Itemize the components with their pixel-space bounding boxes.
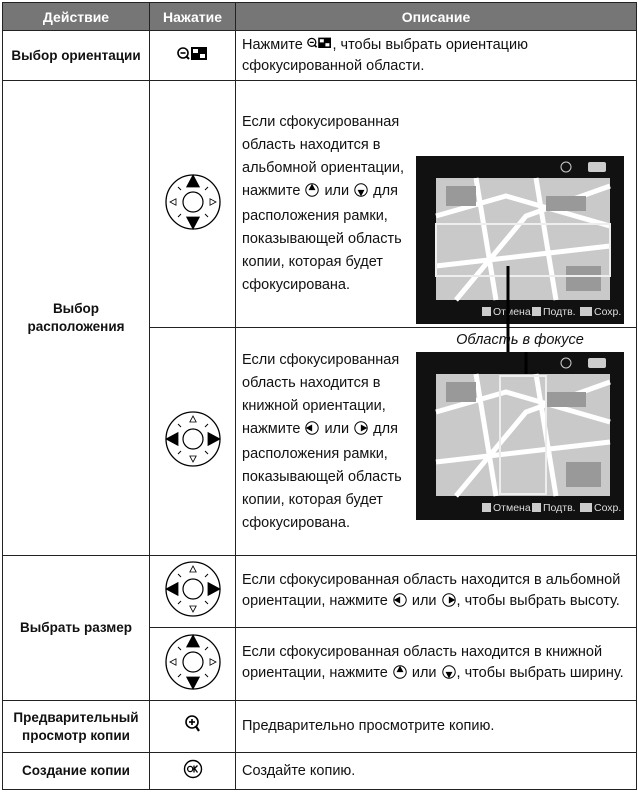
description-text: Если сфокусированная область находится в…: [236, 108, 416, 300]
text: , чтобы выбрать высоту.: [456, 592, 620, 609]
header-row: Действие Нажатие Описание: [2, 2, 637, 31]
description: Если сфокусированная область находится в…: [235, 627, 637, 701]
icon: [164, 561, 222, 622]
key: [149, 30, 236, 81]
text: для расположения рамки, показывающей обл…: [242, 183, 402, 293]
row: Выбрать размер Если сфокусированная обла…: [2, 555, 637, 701]
screen-button: Отмена: [493, 502, 531, 514]
key: [149, 700, 236, 753]
direction-icon: [393, 665, 407, 686]
text: Нажмите: [242, 36, 307, 53]
description: Если сфокусированная область находится в…: [235, 555, 637, 628]
key: [149, 327, 236, 556]
description: Если сфокусированная область находится в…: [235, 327, 637, 556]
row: Если сфокусированная область находится в…: [3, 327, 637, 556]
screen-button: Подтв.: [543, 502, 576, 514]
text: для расположения рамки, показывающей обл…: [242, 420, 402, 531]
direction-icon: [441, 592, 456, 614]
row: Выбор ориентации Нажмите , чтобы выбрать…: [2, 30, 637, 81]
description: Если сфокусированная область находится в…: [235, 80, 637, 356]
action: Выбор расположения: [2, 80, 150, 556]
text: или: [407, 592, 441, 609]
icon: [164, 173, 222, 235]
direction-icon: [354, 420, 368, 443]
direction-icon: [393, 592, 407, 614]
header-cell: Нажатие: [149, 2, 236, 31]
text: Предварительно просмотрите копию.: [242, 718, 495, 734]
text: Создайте копию.: [242, 762, 356, 779]
header-cell: Описание: [235, 2, 637, 31]
description: Нажмите , чтобы выбрать ориентацию сфоку…: [235, 30, 637, 81]
direction-icon: [354, 182, 368, 205]
text: или: [320, 183, 354, 199]
text: , чтобы выбрать ориентацию сфокусированн…: [242, 36, 528, 74]
screen-button: Сохр.: [594, 502, 621, 514]
caption: Область в фокусе: [456, 332, 584, 348]
row: Выбор расположения Если сфокусированная …: [2, 80, 637, 556]
description: Создайте копию.: [235, 752, 637, 790]
text: Если сфокусированная область находится в…: [242, 351, 400, 437]
screen-image: Отмена Подтв. Сохр.: [416, 156, 624, 356]
description-text: Если сфокусированная область находится в…: [236, 346, 416, 538]
text: Если сфокусированная область находится в…: [242, 571, 621, 609]
row: Предварительный просмотр копии Предварит…: [2, 700, 637, 753]
action: Предварительный просмотр копии: [2, 700, 150, 753]
text: Если сфокусированная область находится в…: [242, 644, 603, 681]
row: Создание копии Создайте копию.: [2, 752, 637, 790]
screen-bar: Отмена Подтв. Сохр.: [482, 502, 621, 514]
key: [149, 555, 236, 628]
key: [149, 752, 236, 790]
icon: [164, 411, 222, 472]
screen-bar: Отмена Подтв. Сохр.: [482, 306, 621, 318]
screen-image: Отмена Подтв. Сохр.: [416, 351, 624, 520]
description: Предварительно просмотрите копию.: [235, 700, 637, 753]
action: Выбрать размер: [2, 555, 150, 701]
icon: [307, 37, 333, 53]
text: Если сфокусированная область находится в…: [242, 114, 404, 199]
direction-icon: [305, 420, 320, 443]
screen-button: Подтв.: [543, 306, 576, 318]
screen: Отмена Подтв. Сохр.: [416, 156, 626, 371]
screen-button: Сохр.: [594, 306, 621, 318]
direction-icon: [305, 182, 320, 205]
action: Выбор ориентации: [2, 30, 150, 81]
icon: [176, 47, 209, 65]
icon: [183, 759, 203, 783]
action: Создание копии: [2, 752, 150, 790]
text: или: [320, 420, 354, 437]
screen-button: Отмена: [493, 306, 531, 318]
key: [149, 80, 236, 328]
key: [149, 627, 236, 701]
direction-icon: [441, 665, 456, 686]
screen: Отмена Подтв. Сохр.: [416, 351, 626, 527]
icon: [184, 715, 202, 738]
text: , чтобы выбрать ширину.: [456, 665, 624, 681]
icon: [164, 633, 222, 695]
header-cell: Действие: [2, 2, 150, 31]
text: или: [407, 665, 441, 681]
